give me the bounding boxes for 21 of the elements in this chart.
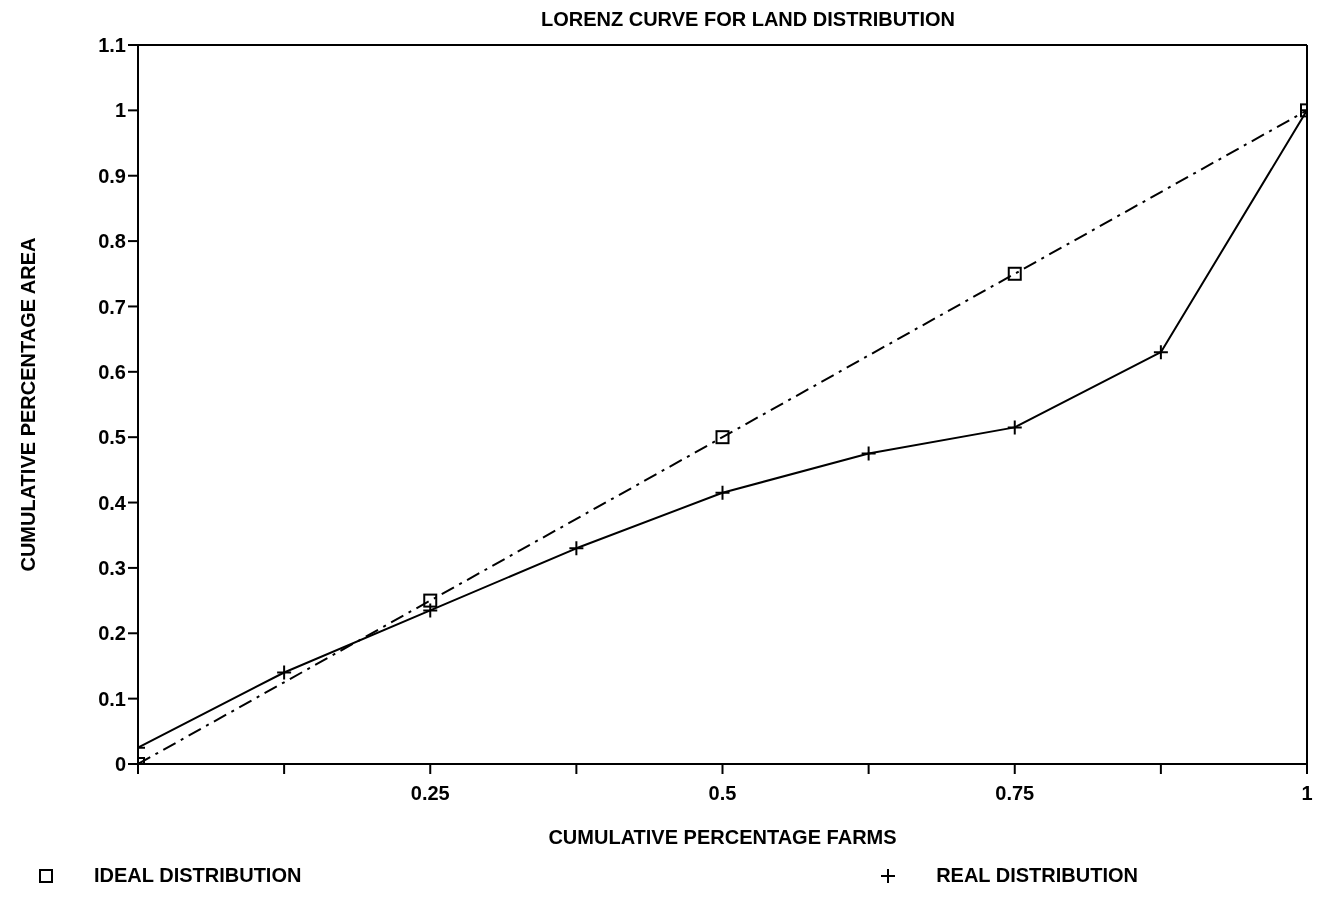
x-tick-label: 0.75	[995, 782, 1035, 805]
chart-title: LORENZ CURVE FOR LAND DISTRIBUTION	[539, 8, 957, 32]
x-tick-label: 1	[1301, 782, 1313, 805]
y-tick-label: 1	[114, 99, 126, 122]
y-tick-label: 0.2	[98, 622, 126, 645]
y-tick-label: 0.3	[98, 557, 126, 580]
y-axis-title: CUMULATIVE PERCENTAGE AREA	[17, 237, 40, 572]
y-tick-label: 0.4	[98, 491, 127, 514]
y-tick-label: 0.8	[98, 230, 126, 253]
x-tick-label: 0.25	[410, 782, 450, 805]
y-tick-label: 1.1	[98, 34, 126, 57]
y-tick-label: 0	[114, 753, 126, 776]
legend-label: REAL DISTRIBUTION	[936, 864, 1138, 887]
y-tick-label: 0.6	[98, 360, 126, 383]
y-tick-label: 0.7	[98, 295, 126, 318]
x-tick-label: 0.5	[708, 782, 737, 805]
y-tick-label: 0.5	[98, 426, 126, 449]
x-axis-title: CUMULATIVE PERCENTAGE FARMS	[548, 826, 897, 848]
legend-label: IDEAL DISTRIBUTION	[94, 864, 302, 887]
y-tick-label: 0.1	[98, 687, 126, 710]
y-tick-label: 0.9	[98, 164, 126, 187]
